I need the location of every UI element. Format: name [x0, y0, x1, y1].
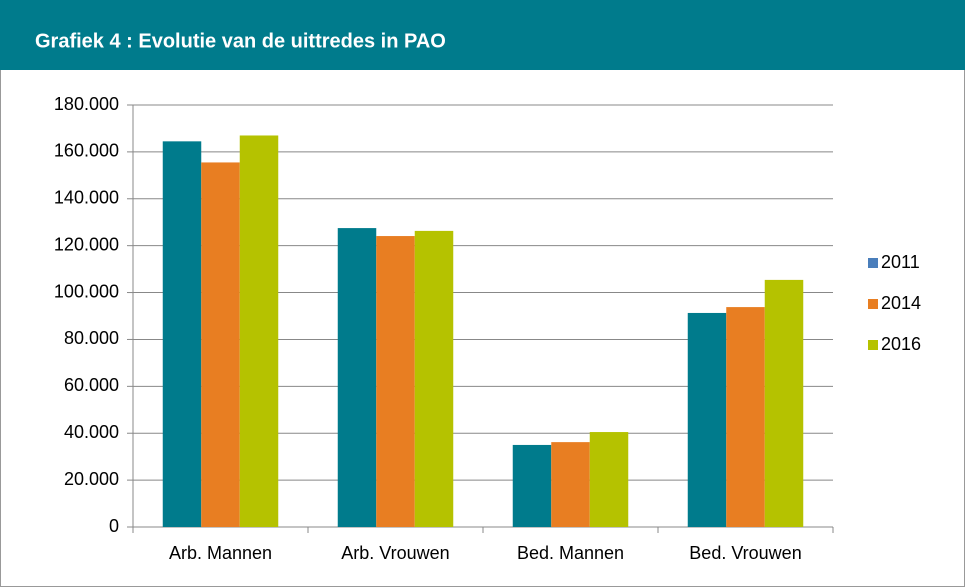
- y-tick-label: 120.000: [54, 234, 119, 254]
- y-tick-label: 160.000: [54, 141, 119, 161]
- x-tick-label: Bed. Vrouwen: [689, 543, 801, 563]
- y-tick-label: 40.000: [64, 422, 119, 442]
- legend-marker: [868, 299, 878, 309]
- bar: [162, 141, 202, 528]
- y-tick-label: 60.000: [64, 375, 119, 395]
- bar: [726, 307, 765, 527]
- bar: [764, 279, 804, 527]
- legend-label: 2011: [881, 252, 920, 272]
- legend-label: 2016: [881, 334, 921, 354]
- bar: [376, 236, 415, 527]
- bar: [201, 162, 240, 527]
- x-tick-label: Bed. Mannen: [517, 543, 624, 563]
- legend-label: 2014: [881, 293, 921, 313]
- y-tick-label: 180.000: [54, 94, 119, 114]
- y-tick-label: 0: [109, 516, 119, 536]
- legend-marker: [868, 258, 878, 268]
- header: [0, 0, 965, 70]
- bar: [512, 444, 552, 527]
- y-tick-label: 100.000: [54, 281, 119, 301]
- bar: [589, 432, 629, 527]
- y-tick-label: 140.000: [54, 188, 119, 208]
- bar: [337, 228, 377, 528]
- bar: [687, 312, 727, 527]
- x-tick-label: Arb. Vrouwen: [341, 543, 449, 563]
- chart-title: Grafiek 4 : Evolutie van de uittredes in…: [35, 30, 446, 52]
- y-tick-label: 80.000: [64, 328, 119, 348]
- x-tick-label: Arb. Mannen: [169, 543, 272, 563]
- bar: [239, 135, 279, 527]
- bar: [414, 230, 454, 527]
- bar: [551, 442, 590, 527]
- y-tick-label: 20.000: [64, 469, 119, 489]
- legend-marker: [868, 340, 878, 350]
